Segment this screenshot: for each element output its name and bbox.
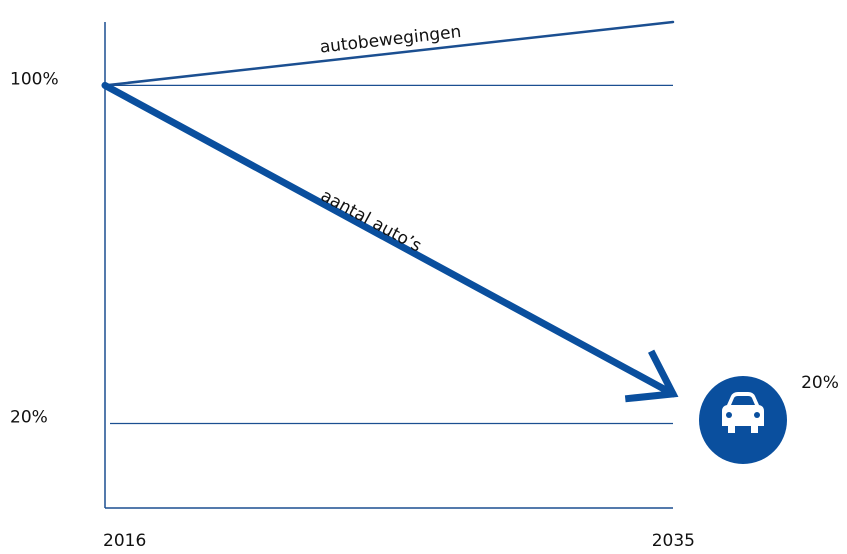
series-label: autobewegingen xyxy=(319,22,463,58)
y-tick-label: 20% xyxy=(10,407,48,427)
y-tick-label: 100% xyxy=(10,69,59,89)
x-tick-label: 2016 xyxy=(103,531,146,551)
x-tick-label: 2035 xyxy=(652,531,695,551)
arrow-head xyxy=(624,349,679,403)
line xyxy=(101,81,677,398)
annotation: 20% xyxy=(801,373,839,393)
line xyxy=(103,20,675,87)
car-icon xyxy=(699,376,787,464)
series-label: aantal auto’s xyxy=(317,186,425,257)
